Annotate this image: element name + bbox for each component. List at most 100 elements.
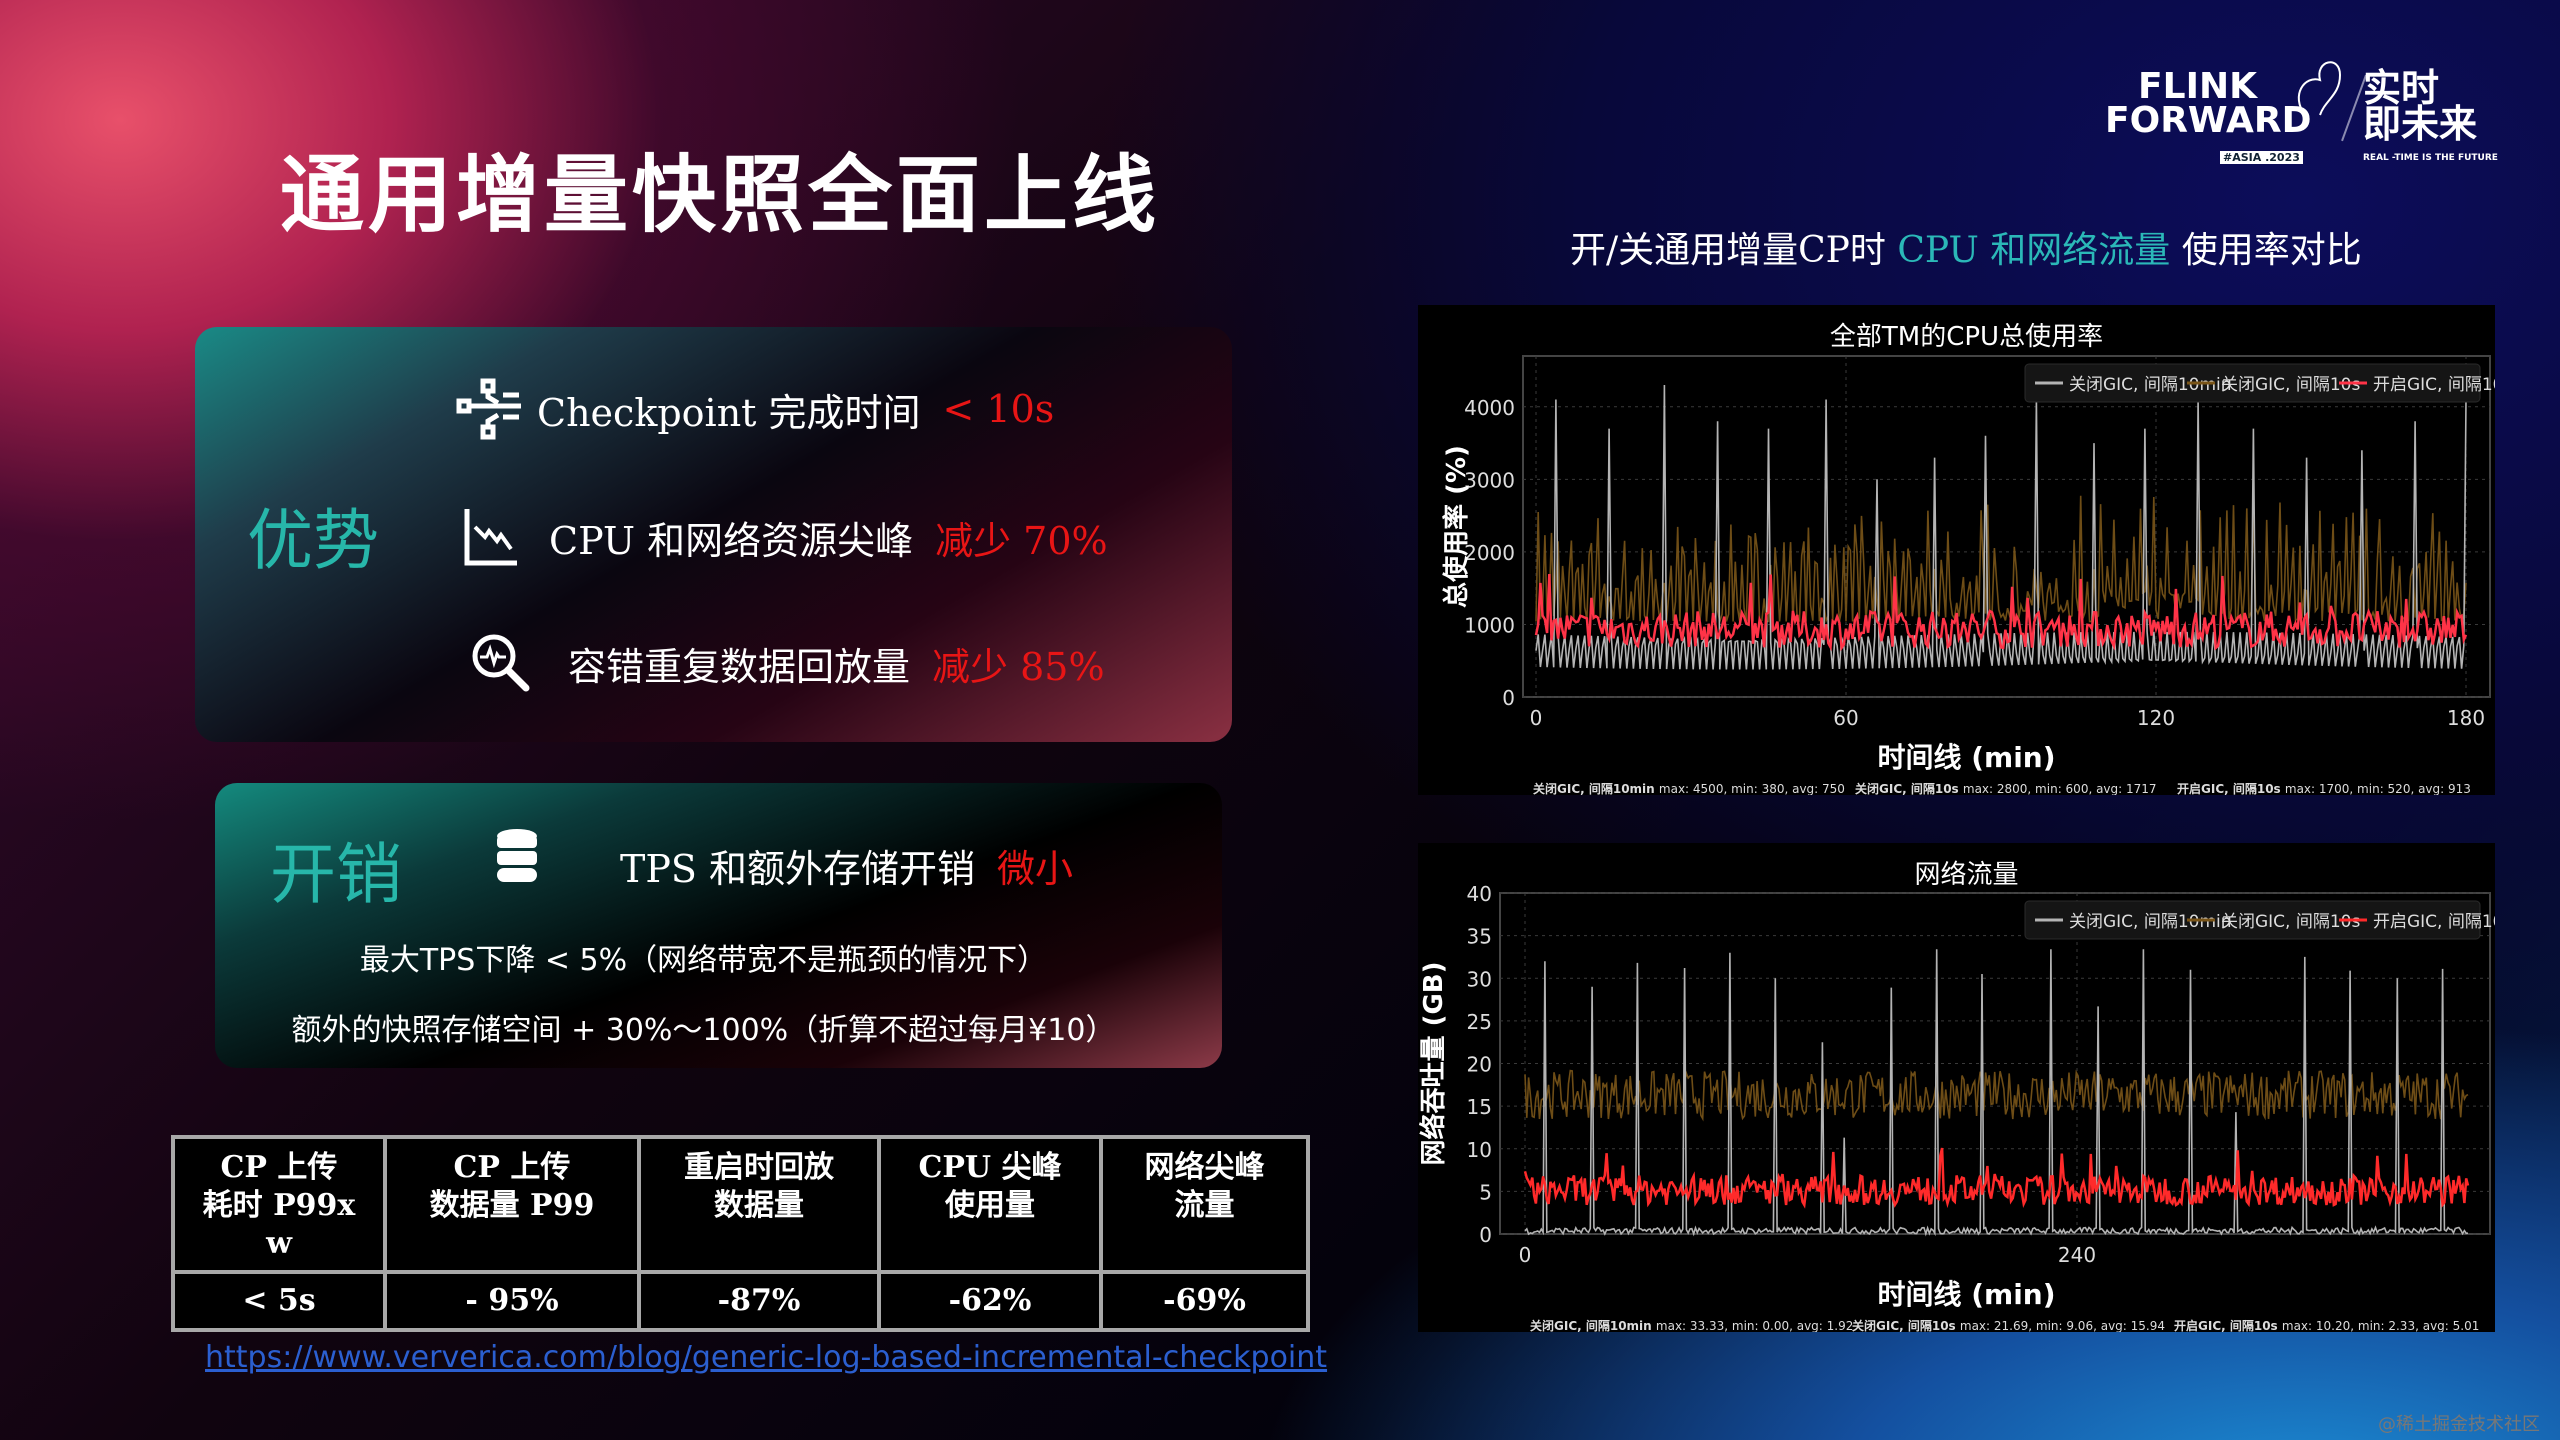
y-tick-label: 4000 bbox=[1464, 396, 1515, 420]
table-header: 网络尖峰 流量 bbox=[1099, 1135, 1310, 1274]
logo-tag: #ASIA .2023 bbox=[2220, 151, 2303, 164]
stats-values: max: 1700, min: 520, avg: 913 bbox=[2285, 782, 2471, 795]
adv-item-1-text: Checkpoint 完成时间 bbox=[537, 390, 921, 435]
series-line-2 bbox=[1524, 1069, 2469, 1122]
series-stats: 关闭GIC, 间隔10s max: 21.69, min: 9.06, avg:… bbox=[1852, 1318, 2165, 1332]
series-line-1 bbox=[1535, 384, 2467, 670]
stats-series-name: 关闭GIC, 间隔10s bbox=[1852, 1318, 1960, 1332]
blog-link[interactable]: https://www.ververica.com/blog/generic-l… bbox=[205, 1340, 1328, 1375]
stats-series-name: 关闭GIC, 间隔10s bbox=[1855, 781, 1963, 795]
overhead-note-1: 最大TPS下降 < 5%（网络带宽不是瓶颈的情况下） bbox=[359, 943, 1048, 978]
stats-series-name: 开启GIC, 间隔10s bbox=[2174, 1318, 2282, 1332]
legend-box bbox=[2024, 900, 2481, 940]
subtitle-highlight: CPU 和网络流量 bbox=[1897, 230, 2171, 271]
overhead-panel: 开销 TPS 和额外存储开销 微小 最大TPS下降 < 5%（网络带宽不是瓶颈的… bbox=[215, 783, 1222, 1068]
legend-label: 开启GIC, 间隔10s bbox=[2373, 375, 2495, 395]
advantages-label: 优势 bbox=[247, 502, 379, 579]
x-tick-label: 0 bbox=[1530, 706, 1543, 730]
table-header: 重启时回放 数据量 bbox=[637, 1135, 881, 1274]
stats-series-name: 关闭GIC, 间隔10min bbox=[1533, 781, 1659, 795]
table-cell: -87% bbox=[637, 1270, 881, 1332]
y-tick-label: 5 bbox=[1479, 1180, 1492, 1204]
database-icon bbox=[497, 829, 537, 882]
network-traffic-chart: 网络流量 0 5 10 15 20 25 30 35 40 0 240 时间线 (min) 网络吞吐量 (… bbox=[1418, 843, 2495, 1332]
table-header: CP 上传 耗时 P99x w bbox=[171, 1135, 387, 1274]
y-axis-label: 网络吞吐量 (GB) bbox=[1418, 962, 1449, 1166]
y-axis-label: 总使用率 (%) bbox=[1441, 445, 1472, 608]
slogan-en: REAL -TIME IS THE FUTURE bbox=[2363, 153, 2498, 163]
improvement-table: CP 上传 耗时 P99x w CP 上传 数据量 P99 重启时回放 数据量 … bbox=[171, 1135, 1310, 1332]
stats-values: max: 4500, min: 380, avg: 750 bbox=[1659, 782, 1845, 795]
stats-values: max: 2800, min: 600, avg: 1717 bbox=[1963, 782, 2157, 795]
overhead-text: TPS 和额外存储开销 bbox=[620, 847, 976, 891]
legend-label: 关闭GIC, 间隔10min bbox=[2069, 912, 2232, 932]
series-stats: 关闭GIC, 间隔10min max: 33.33, min: 0.00, av… bbox=[1530, 1318, 1853, 1332]
y-tick-label: 1000 bbox=[1464, 613, 1515, 637]
x-tick-label: 0 bbox=[1519, 1243, 1532, 1267]
table-header: CP 上传 数据量 P99 bbox=[383, 1135, 641, 1274]
adv-item-1-highlight: < 10s bbox=[942, 387, 1055, 431]
slogan-cn-1: 实时 bbox=[2363, 66, 2440, 110]
chart-svg: 全部TM的CPU总使用率 0 1000 2000 3000 4000 0 60 120 180 时间… bbox=[1441, 322, 2495, 795]
adv-item-2-highlight: 减少 70% bbox=[935, 518, 1108, 563]
series-line-3 bbox=[1534, 573, 2468, 652]
x-tick-label: 60 bbox=[1833, 706, 1858, 730]
watermark: @稀土掘金技术社区 bbox=[2378, 1414, 2540, 1435]
chart-title: 网络流量 bbox=[1914, 860, 2018, 890]
series-line-1 bbox=[1524, 949, 2469, 1237]
overhead-label: 开销 bbox=[270, 836, 402, 913]
y-tick-label: 25 bbox=[1467, 1010, 1492, 1034]
table-cell: < 5s bbox=[171, 1270, 387, 1332]
y-tick-label: 40 bbox=[1467, 882, 1492, 906]
advantages-panel: 优势 Checkpoint 完成时间 < 10s CPU 和网络资源尖峰 减少 … bbox=[195, 327, 1232, 742]
cpu-usage-chart: 全部TM的CPU总使用率 0 1000 2000 3000 4000 0 60 120 180 时间… bbox=[1418, 305, 2495, 795]
stats-values: max: 33.33, min: 0.00, avg: 1.92 bbox=[1656, 1319, 1853, 1332]
y-tick-label: 0 bbox=[1502, 686, 1515, 710]
legend-label: 开启GIC, 间隔10s bbox=[2373, 912, 2495, 932]
checkpoint-flow-icon bbox=[456, 378, 521, 440]
table-cell: -62% bbox=[877, 1270, 1103, 1332]
series-stats: 关闭GIC, 间隔10s max: 2800, min: 600, avg: 1… bbox=[1855, 781, 2157, 795]
subtitle-post: 使用率对比 bbox=[2170, 230, 2362, 271]
x-axis-label: 时间线 (min) bbox=[1877, 1278, 2055, 1311]
legend-label: 关闭GIC, 间隔10min bbox=[2069, 375, 2232, 395]
flink-forward-logo: FLINK FORWARD #ASIA .2023 实时 即未来 REAL -T… bbox=[2105, 55, 2525, 170]
squirrel-icon bbox=[2297, 61, 2342, 116]
y-tick-label: 20 bbox=[1467, 1053, 1492, 1077]
table-header: CPU 尖峰 使用量 bbox=[877, 1135, 1103, 1274]
search-waveform-icon bbox=[472, 634, 530, 692]
stats-values: max: 10.20, min: 2.33, avg: 5.01 bbox=[2282, 1319, 2479, 1332]
series-line-3 bbox=[1523, 1147, 2470, 1209]
stats-series-name: 关闭GIC, 间隔10min bbox=[1530, 1318, 1656, 1332]
legend-label: 关闭GIC, 间隔10s bbox=[2221, 375, 2360, 395]
stats-series-name: 开启GIC, 间隔10s bbox=[2177, 781, 2285, 795]
chart-title: 全部TM的CPU总使用率 bbox=[1830, 322, 2103, 352]
legend-box bbox=[2024, 363, 2481, 403]
x-tick-label: 120 bbox=[2137, 706, 2175, 730]
declining-chart-icon bbox=[464, 509, 517, 566]
table-header-row: CP 上传 耗时 P99x w CP 上传 数据量 P99 重启时回放 数据量 … bbox=[171, 1135, 1310, 1274]
y-tick-label: 3000 bbox=[1464, 468, 1515, 492]
y-tick-label: 15 bbox=[1467, 1095, 1492, 1119]
adv-item-3-highlight: 减少 85% bbox=[932, 644, 1105, 689]
x-tick-label: 180 bbox=[2447, 706, 2485, 730]
table-cell: - 95% bbox=[383, 1270, 641, 1332]
series-line-2 bbox=[1535, 495, 2467, 625]
overhead-note-2: 额外的快照存储空间 + 30%～100%（折算不超过每月¥10） bbox=[291, 1013, 1116, 1048]
page-title: 通用增量快照全面上线 bbox=[280, 145, 1161, 244]
chart-section-subtitle: 开/关通用增量CP时 CPU 和网络流量 使用率对比 bbox=[1570, 228, 2370, 308]
stats-values: max: 21.69, min: 9.06, avg: 15.94 bbox=[1960, 1319, 2165, 1332]
logo-line2: FORWARD bbox=[2105, 100, 2312, 141]
table-row: < 5s - 95% -87% -62% -69% bbox=[171, 1270, 1310, 1332]
logo-line1: FLINK bbox=[2138, 66, 2257, 107]
adv-item-3-text: 容错重复数据回放量 bbox=[568, 644, 911, 689]
series-stats: 关闭GIC, 间隔10min max: 4500, min: 380, avg:… bbox=[1533, 781, 1845, 795]
x-axis-label: 时间线 (min) bbox=[1877, 741, 2055, 774]
y-tick-label: 0 bbox=[1479, 1223, 1492, 1247]
table-cell: -69% bbox=[1099, 1270, 1310, 1332]
y-tick-label: 2000 bbox=[1464, 541, 1515, 565]
y-tick-label: 30 bbox=[1467, 967, 1492, 991]
slogan-cn-2: 即未来 bbox=[2363, 102, 2478, 146]
subtitle-pre: 开/关通用增量CP时 bbox=[1570, 230, 1898, 271]
